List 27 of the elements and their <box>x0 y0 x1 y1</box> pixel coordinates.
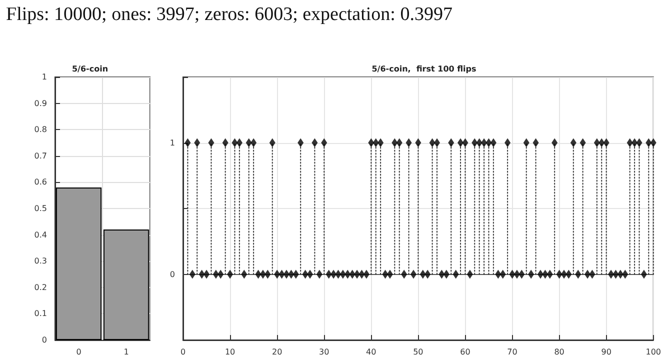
x-tick-label: 90 <box>601 348 612 356</box>
y-tick-label: 0.5 <box>34 204 47 213</box>
y-tick-label: 0.7 <box>34 151 47 160</box>
x-tick-label: 70 <box>507 348 518 356</box>
x-tick-label: 40 <box>366 348 376 356</box>
chart-title: 5/6-coin, first 100 flips <box>372 64 477 74</box>
y-tick-label: 0.6 <box>34 178 47 187</box>
x-tick-label: 100 <box>646 348 662 356</box>
x-tick-label: 80 <box>554 348 564 356</box>
y-tick-label: 0.9 <box>34 98 47 108</box>
x-tick-label: 60 <box>460 348 470 356</box>
x-tick-label: 10 <box>224 348 236 356</box>
x-tick-label: 0 <box>76 348 82 356</box>
x-tick-label: 50 <box>413 348 424 356</box>
x-tick-label: 20 <box>272 348 282 356</box>
x-tick-label: 30 <box>319 348 330 356</box>
chart-title: 5/6-coin <box>72 64 108 74</box>
y-tick-label: 0.2 <box>34 282 47 292</box>
x-tick-label: 0 <box>180 348 186 356</box>
y-tick-label: 0.1 <box>34 309 47 318</box>
x-tick-label: 1 <box>124 348 129 356</box>
y-tick-label: 0 <box>42 336 47 344</box>
y-tick-label: 0.3 <box>34 256 47 266</box>
y-tick-label: 0.8 <box>34 125 47 134</box>
y-tick-label: 1 <box>42 72 47 82</box>
text: Flips: 10000; ones: 3997; zeros: 6003; expectation: 0.3997 <box>6 4 452 26</box>
y-tick-label: 0.4 <box>34 230 47 240</box>
